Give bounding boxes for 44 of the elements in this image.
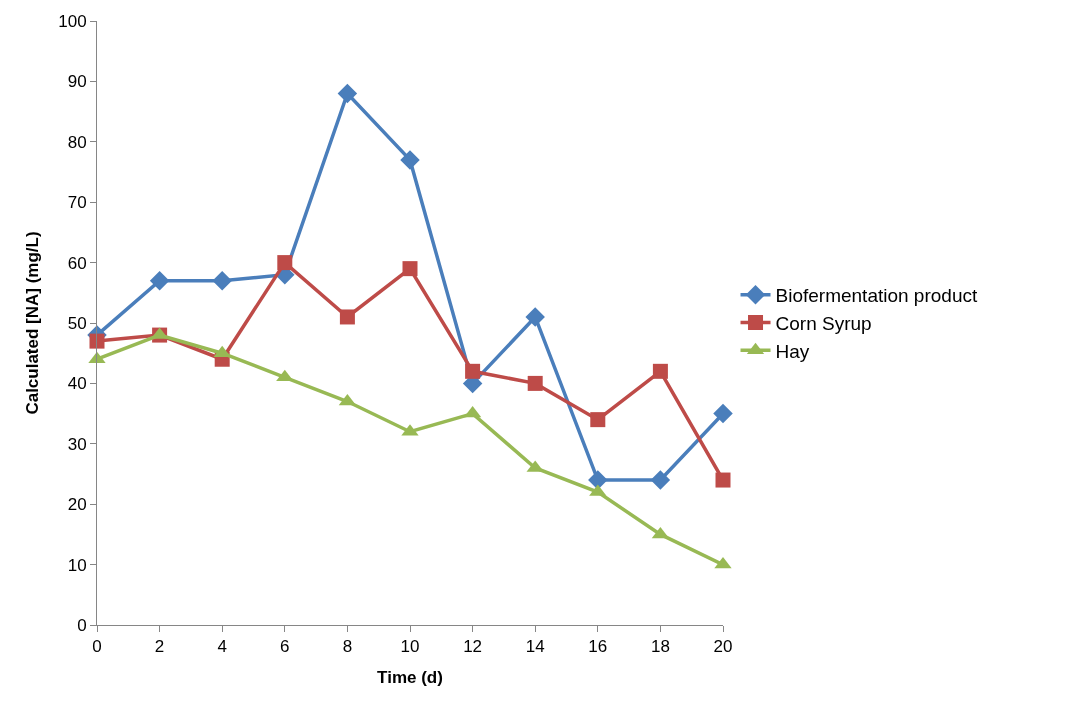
y-tick-label: 40	[67, 374, 87, 394]
y-tick-label: 60	[67, 253, 87, 273]
point	[89, 333, 105, 349]
y-tick-label: 100	[58, 11, 87, 31]
point	[149, 270, 170, 291]
point	[339, 309, 355, 325]
point	[212, 270, 232, 291]
point	[590, 412, 606, 428]
legend-label: Biofermentation product	[775, 285, 978, 307]
point	[525, 307, 545, 327]
y-tick-label: 10	[67, 555, 87, 575]
y-tick-label: 50	[67, 313, 87, 333]
legend-label: Hay	[775, 340, 810, 362]
y-tick-label: 20	[67, 495, 87, 515]
y-axis-title: Calculated [NA] (mg/L)	[22, 231, 42, 415]
x-tick-label: 4	[217, 637, 227, 657]
point	[400, 150, 420, 170]
point	[277, 255, 293, 271]
y-tick-label: 70	[67, 193, 87, 213]
x-tick-label: 2	[154, 637, 165, 657]
point	[715, 472, 731, 488]
x-tick-label: 6	[280, 637, 290, 657]
y-tick-label: 90	[67, 72, 87, 92]
y-tick-label: 30	[67, 434, 87, 454]
x-tick-label: 12	[463, 637, 483, 657]
x-tick-label: 18	[650, 637, 670, 657]
y-tick-label: 0	[77, 615, 87, 635]
x-tick-label: 0	[92, 637, 102, 657]
point	[650, 470, 671, 490]
y-tick-label: 80	[67, 132, 87, 152]
x-tick-label: 20	[713, 637, 733, 657]
point	[713, 403, 733, 424]
point	[337, 83, 358, 104]
x-tick-label: 10	[400, 637, 420, 657]
x-tick-label: 16	[588, 637, 608, 657]
x-axis-title: Time (d)	[377, 667, 443, 687]
point	[652, 363, 668, 379]
x-tick-label: 14	[525, 637, 545, 657]
x-tick-label: 8	[342, 637, 353, 657]
point	[402, 261, 418, 277]
point	[276, 369, 294, 382]
legend-label: Corn Syrup	[775, 312, 872, 334]
point	[527, 375, 543, 391]
point	[465, 363, 481, 379]
